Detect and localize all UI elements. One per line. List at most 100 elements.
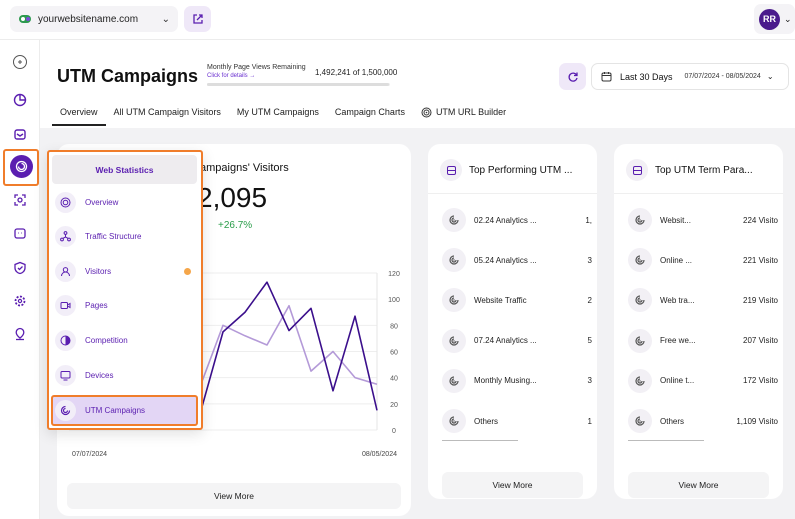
- date-range-value: 07/07/2024 - 08/05/2024: [684, 73, 761, 80]
- list-item[interactable]: Website Traffic 2: [442, 287, 592, 313]
- date-range-selector[interactable]: Last 30 Days 07/07/2024 - 08/05/2024 ⌄: [591, 63, 789, 90]
- utm-icon: [442, 328, 466, 353]
- menu-item-competition[interactable]: Competition: [55, 327, 197, 353]
- list-item-value: 172 Visito: [743, 376, 778, 386]
- y-tick-label: 80: [390, 323, 398, 330]
- chevron-down-icon: ⌄: [161, 13, 170, 25]
- menu-selected-highlight: [51, 395, 198, 426]
- list-item[interactable]: Free we... 207 Visito: [628, 328, 778, 354]
- calendar-icon: [601, 72, 612, 82]
- utm-builder-icon: [421, 107, 432, 118]
- network-icon: [55, 225, 76, 247]
- list-item-label: Free we...: [660, 336, 696, 346]
- menu-item-devices[interactable]: Devices: [55, 362, 197, 388]
- web-statistics-icon: [10, 155, 33, 178]
- open-site-button[interactable]: [184, 6, 211, 32]
- website-selector[interactable]: yourwebsitename.com ⌄: [10, 6, 178, 32]
- utm-icon: [628, 208, 652, 232]
- list-item-value: 1,: [585, 215, 592, 225]
- tab-overview[interactable]: Overview: [52, 100, 106, 126]
- pageviews-progress-bar: [207, 83, 390, 86]
- utm-icon: [628, 248, 652, 273]
- sidebar-item-web-statistics[interactable]: [3, 149, 39, 186]
- inbox-icon[interactable]: [8, 122, 32, 146]
- menu-item-label: Overview: [85, 197, 119, 207]
- tab-campaign-charts[interactable]: Campaign Charts: [334, 107, 405, 117]
- tab-my-utm-campaigns[interactable]: My UTM Campaigns: [236, 107, 319, 117]
- top-terms-title: Top UTM Term Para...: [655, 164, 753, 176]
- list-item-value: 1: [587, 416, 592, 426]
- video-icon: [55, 294, 76, 316]
- y-tick-label: 60: [390, 350, 398, 357]
- menu-item-utm-campaigns[interactable]: UTM Campaigns: [55, 397, 197, 423]
- website-icon: [19, 15, 31, 23]
- list-item-value: 1,109 Visito: [736, 416, 778, 426]
- menu-item-visitors[interactable]: Visitors: [55, 258, 197, 284]
- list-item[interactable]: Websit... 224 Visito: [628, 207, 778, 233]
- tab-utm-url-builder[interactable]: UTM URL Builder: [413, 100, 514, 126]
- list-item-value: 224 Visito: [743, 215, 778, 225]
- list-item-label: Website Traffic: [474, 295, 527, 305]
- utm-icon: [442, 409, 466, 433]
- menu-item-label: Pages: [85, 300, 108, 310]
- list-item-label: Online t...: [660, 376, 695, 386]
- list-item-label: Online ...: [660, 255, 693, 265]
- list-item-label: Others: [474, 416, 499, 426]
- menu-item-overview[interactable]: Overview: [55, 189, 197, 215]
- gear-icon[interactable]: [8, 289, 32, 313]
- web-statistics-menu: Web Statistics Overview Traffic Structure…: [47, 150, 203, 430]
- sidebar: [0, 40, 40, 519]
- list-item-value: 3: [587, 255, 592, 265]
- list-item[interactable]: Web tra... 219 Visito: [628, 287, 778, 313]
- menu-item-pages[interactable]: Pages: [55, 292, 197, 318]
- list-item[interactable]: Online ... 221 Visito: [628, 247, 778, 273]
- menu-item-traffic-structure[interactable]: Traffic Structure: [55, 223, 197, 249]
- tab-bar: Overview All UTM Campaign Visitors My UT…: [52, 100, 514, 126]
- refresh-button[interactable]: [559, 63, 586, 90]
- chevron-down-icon: ⌄: [784, 13, 792, 24]
- view-more-button[interactable]: View More: [628, 472, 769, 498]
- top-campaigns-header: Top Performing UTM ...: [440, 159, 590, 181]
- pageviews-value: 1,492,241 of 1,500,000: [315, 68, 398, 77]
- list-item-label: Monthly Musing...: [474, 376, 537, 386]
- external-link-icon: [192, 14, 203, 24]
- target-scan-icon[interactable]: [8, 188, 32, 212]
- list-item-label: 07.24 Analytics ...: [474, 336, 537, 346]
- utm-icon: [442, 208, 466, 232]
- top-terms-card: Top UTM Term Para... Websit... 224 Visito…: [614, 144, 783, 499]
- tab-utm-url-builder-label: UTM URL Builder: [435, 107, 507, 117]
- view-more-button[interactable]: View More: [67, 483, 401, 509]
- tab-all-utm-campaign-visitors[interactable]: All UTM Campaign Visitors: [113, 107, 221, 117]
- divider: [442, 440, 518, 441]
- list-item-value: 219 Visito: [743, 295, 778, 305]
- sidebar-collapse-icon[interactable]: [8, 50, 32, 74]
- utm-icon: [442, 288, 466, 313]
- list-item-label: 05.24 Analytics ...: [474, 255, 537, 265]
- list-item-value: 2: [587, 295, 592, 305]
- pageviews-details-link[interactable]: Click for details →: [207, 73, 256, 79]
- dashboard-icon[interactable]: [8, 88, 32, 112]
- divider: [614, 193, 783, 194]
- utm-icon: [628, 368, 652, 393]
- list-item[interactable]: Online t... 172 Visito: [628, 368, 778, 394]
- shield-icon[interactable]: [8, 256, 32, 280]
- y-tick-label: 100: [388, 297, 400, 304]
- list-item[interactable]: Monthly Musing... 3: [442, 368, 592, 394]
- list-item-value: 5: [587, 336, 592, 346]
- location-icon[interactable]: [8, 322, 32, 346]
- list-item[interactable]: 05.24 Analytics ... 3: [442, 247, 592, 273]
- list-item-value: 221 Visito: [743, 255, 778, 265]
- top-bar: yourwebsitename.com ⌄ RR ⌄: [0, 0, 795, 40]
- list-item[interactable]: 02.24 Analytics ... 1,: [442, 207, 592, 233]
- view-more-button[interactable]: View More: [442, 472, 583, 498]
- visitors-card-title: ampaigns' Visitors: [200, 162, 289, 174]
- page-title: UTM Campaigns: [57, 66, 199, 86]
- menu-item-label: Traffic Structure: [85, 231, 142, 241]
- menu-item-label: UTM Campaigns: [85, 405, 146, 415]
- user-menu[interactable]: RR ⌄: [754, 4, 795, 34]
- list-item[interactable]: Others 1,109 Visito: [628, 408, 778, 434]
- x-end-label: 08/05/2024: [362, 451, 397, 458]
- list-item[interactable]: 07.24 Analytics ... 5: [442, 328, 592, 354]
- list-item[interactable]: Others 1: [442, 408, 592, 434]
- chat-icon[interactable]: [8, 222, 32, 246]
